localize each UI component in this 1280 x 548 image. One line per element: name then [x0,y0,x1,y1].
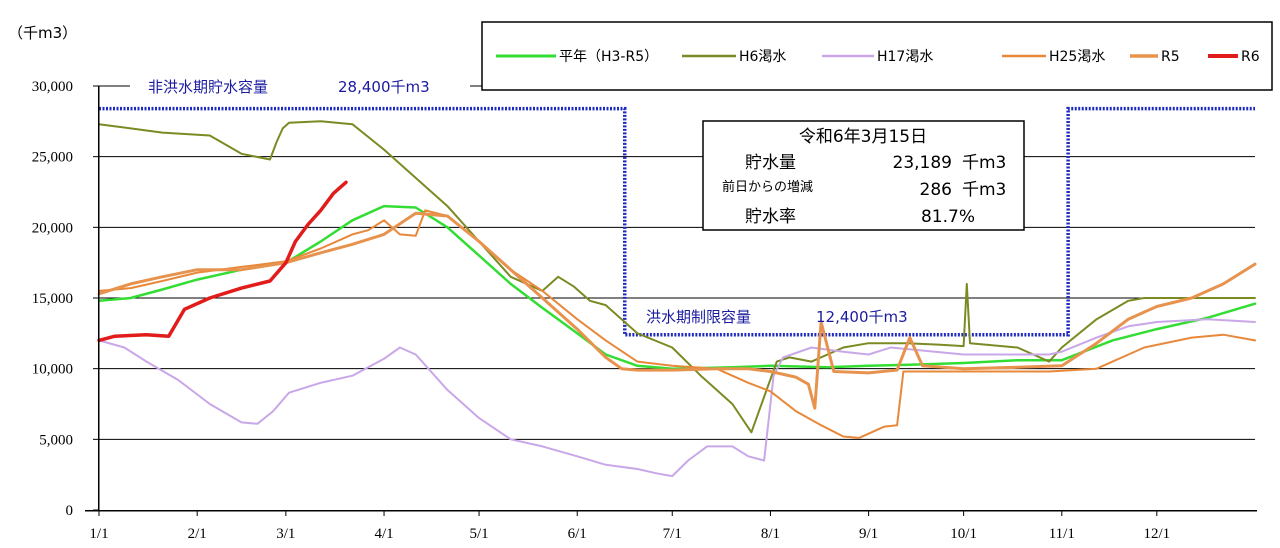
x-tick-label: 5/1 [469,526,488,542]
legend-label-2: H17渇水 [877,49,933,65]
info-change-unit: 千m3 [962,180,1006,200]
y-axis-ticks: 0 5,000 10,000 15,000 20,000 25,000 30,000 [32,79,99,519]
legend-label-5: R6 [1241,49,1260,65]
info-rate-label: 貯水率 [745,207,796,227]
y-tick-label: 15,000 [32,291,73,307]
flood-capacity-label: 洪水期制限容量 [646,308,751,326]
legend-label-3: H25渇水 [1049,49,1105,65]
y-tick-label: 5,000 [39,432,73,448]
series-lines [97,120,1257,478]
y-tick-label: 10,000 [32,362,73,378]
series-line-2 [98,318,1256,478]
non-flood-label-bg [130,72,470,100]
info-date: 令和6年3月15日 [799,127,927,147]
non-flood-capacity-value: 28,400千m3 [338,78,430,96]
legend-label-4: R5 [1161,49,1180,65]
y-tick-label: 0 [66,503,74,519]
info-change-value: 286 [920,180,952,200]
y-tick-label: 30,000 [32,79,73,95]
info-storage-value: 23,189 [893,153,952,173]
legend-label-0: 平年（H3-R5） [559,49,658,65]
x-tick-label: 8/1 [761,526,780,542]
non-flood-capacity-label: 非洪水期貯水容量 [148,78,268,96]
series-line-5 [97,180,348,343]
x-tick-label: 2/1 [188,526,207,542]
info-storage-label: 貯水量 [745,153,796,173]
x-axis-ticks: 1/1 2/1 3/1 4/1 5/1 6/1 7/1 8/1 9/1 10/1 11/1 12/1 [89,510,1170,542]
info-storage-unit: 千m3 [962,153,1006,173]
capacity-line [99,72,1255,337]
series-line-3 [98,209,1256,439]
x-tick-label: 6/1 [568,526,587,542]
y-axis-line [98,86,100,510]
x-tick-label: 3/1 [276,526,295,542]
x-axis-line [85,510,1257,512]
x-tick-label: 7/1 [663,526,682,542]
capacity-step-line [99,106,1255,337]
series-line-4 [97,211,1257,410]
y-tick-label: 20,000 [32,220,73,236]
flood-capacity-value: 12,400千m3 [816,308,908,326]
info-box: 令和6年3月15日 貯水量 23,189 千m3 前日からの増減 286 千m3… [702,120,1025,231]
x-tick-label: 10/1 [950,526,977,542]
legend: 平年（H3-R5） H6渇水 H17渇水 H25渇水 R5 R6 [481,21,1273,91]
y-tick-label: 25,000 [32,150,73,166]
x-tick-label: 4/1 [374,526,393,542]
flood-label-bg [640,302,925,330]
legend-label-1: H6渇水 [739,49,786,65]
x-tick-label: 9/1 [859,526,878,542]
info-rate-value: 81.7% [921,207,975,227]
series-line-1 [98,120,1256,434]
x-tick-label: 12/1 [1143,526,1170,542]
info-change-label: 前日からの増減 [722,179,813,195]
x-tick-label: 11/1 [1049,526,1075,542]
y-unit-label: （千m3） [8,24,77,42]
x-tick-label: 1/1 [89,526,108,542]
